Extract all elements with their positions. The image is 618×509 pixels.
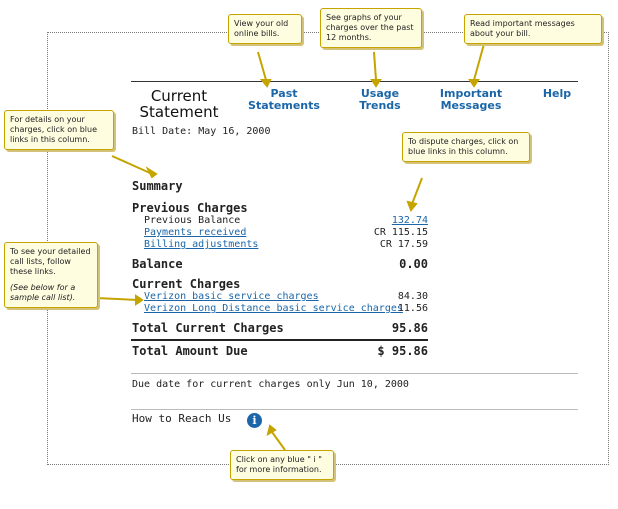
- due-date-text: Due date for current charges only Jun 10…: [132, 379, 409, 390]
- arrow-call-lists: [95, 297, 139, 301]
- how-to-reach-us: How to Reach Us: [132, 412, 232, 425]
- arrowhead-blue-i: [266, 424, 277, 437]
- previous-balance-amount-link[interactable]: 132.74: [391, 215, 428, 226]
- info-icon[interactable]: i: [247, 413, 262, 428]
- total-current-charges-amount: 95.86: [391, 321, 428, 335]
- tab-divider: [131, 81, 578, 82]
- adjustments-amount: CR 17.59: [379, 239, 428, 250]
- arrowhead-old-bills: [259, 79, 272, 88]
- arrow-graphs: [373, 51, 377, 81]
- arrowhead-details: [145, 166, 158, 179]
- tab-usage-trends[interactable]: Usage Trends: [359, 87, 401, 112]
- balance-label: Balance: [132, 257, 183, 271]
- arrow-old-bills: [257, 51, 267, 81]
- adjustments-row: Billing adjustments: [144, 239, 258, 250]
- bill-date: Bill Date: May 16, 2000: [132, 126, 271, 137]
- previous-balance-label: Previous Balance: [144, 215, 241, 226]
- arrowhead-dispute: [406, 200, 418, 212]
- current-charges-heading: Current Charges: [132, 277, 241, 291]
- summary-heading: Summary: [132, 179, 183, 193]
- callout-blue-i: Click on any blue " i " for more informa…: [230, 450, 334, 480]
- tab-important-messages[interactable]: Important Messages: [439, 87, 503, 112]
- total-amount-due-value: $ 95.86: [377, 344, 428, 358]
- total-amount-due-label: Total Amount Due: [132, 344, 248, 358]
- total-current-charges-label: Total Current Charges: [132, 321, 284, 335]
- verizon-basic-row: Verizon basic service charges: [144, 291, 319, 302]
- arrowhead-messages: [468, 79, 480, 88]
- verizon-basic-amount: 84.30: [397, 291, 428, 302]
- arrow-details: [111, 155, 151, 174]
- previous-charges-heading: Previous Charges: [132, 201, 248, 215]
- callout-old-bills: View your old online bills.: [228, 14, 302, 44]
- due-date-divider: [131, 373, 578, 374]
- verizon-ld-amount: 11.56: [397, 303, 428, 314]
- previous-balance-amount-cell: 132.74: [328, 215, 428, 226]
- tab-help[interactable]: Help: [542, 87, 572, 100]
- payments-amount: CR 115.15: [373, 227, 428, 238]
- payments-row: Payments received: [144, 227, 246, 238]
- callout-dispute: To dispute charges, click on blue links …: [402, 132, 530, 162]
- verizon-long-distance-link[interactable]: Verizon Long Distance basic service char…: [144, 303, 403, 314]
- arrowhead-graphs: [370, 79, 382, 88]
- arrowhead-call-lists: [135, 294, 144, 306]
- tab-past-statements[interactable]: Past Statements: [248, 87, 320, 112]
- balance-amount: 0.00: [399, 257, 428, 271]
- callout-messages: Read important messages about your bill.: [464, 14, 602, 44]
- callout-call-lists: To see your detailed call lists, follow …: [4, 242, 98, 308]
- payments-received-link[interactable]: Payments received: [144, 227, 247, 238]
- total-divider: [131, 339, 428, 341]
- callout-graphs: See graphs of your charges over the past…: [320, 8, 422, 48]
- verizon-ld-row: Verizon Long Distance basic service char…: [144, 303, 403, 314]
- reach-divider: [131, 409, 578, 410]
- verizon-basic-service-link[interactable]: Verizon basic service charges: [144, 291, 319, 302]
- arrow-dispute: [411, 177, 423, 205]
- callout-details: For details on your charges, click on bl…: [4, 110, 114, 150]
- tab-current-statement[interactable]: Current Statement: [139, 87, 219, 121]
- callout-call-lists-text: To see your detailed call lists, follow …: [10, 247, 91, 276]
- callout-call-lists-note: (See below for a sample call list).: [10, 283, 76, 302]
- arrow-blue-i: [271, 431, 286, 451]
- billing-adjustments-link[interactable]: Billing adjustments: [144, 239, 259, 250]
- arrow-messages: [473, 43, 485, 81]
